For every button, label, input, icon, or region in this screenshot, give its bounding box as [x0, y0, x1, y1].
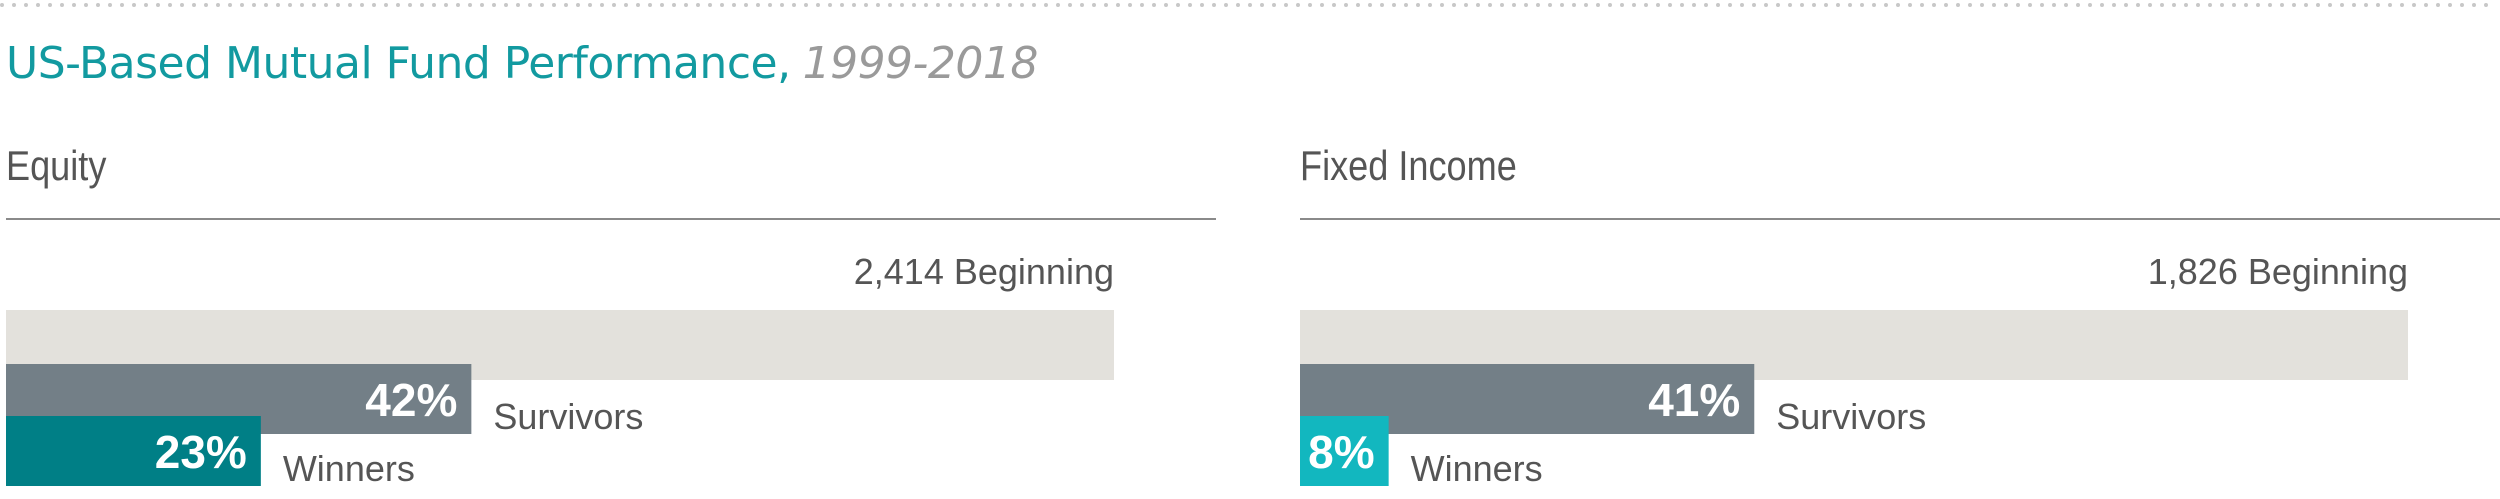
- survivors-value-label-fixed-income: 41%: [1648, 374, 1740, 426]
- title-main: US-Based Mutual Fund Performance,: [6, 38, 791, 89]
- winners-name-label-fixed-income: Winners: [1411, 448, 1543, 489]
- fixed-income-panel: Fixed Income 1,826 Beginning 41% Survivors…: [1300, 0, 2500, 499]
- survivors-name-label-fixed-income: Survivors: [1776, 396, 1926, 437]
- survivors-name-label-equity: Survivors: [493, 396, 643, 437]
- panel-title-fixed-income: Fixed Income: [1300, 142, 1517, 189]
- title-years: 1999-2018: [802, 38, 1039, 89]
- equity-chart: 2,414 Beginning 42% Survivors 23% Winners: [6, 251, 1114, 489]
- panel-rule: [1300, 218, 2500, 220]
- winners-bar-equity: [6, 416, 261, 486]
- winners-value-label-equity: 23%: [155, 426, 247, 478]
- beginning-label-fixed-income: 1,826 Beginning: [2148, 251, 2408, 292]
- survivors-value-label-equity: 42%: [365, 374, 457, 426]
- beginning-label-equity: 2,414 Beginning: [854, 251, 1114, 292]
- winners-value-label-fixed-income: 8%: [1308, 426, 1374, 478]
- winners-name-label-equity: Winners: [283, 448, 415, 489]
- page-title: US-Based Mutual Fund Performance, 1999-20…: [6, 32, 1038, 96]
- equity-panel: Equity 2,414 Beginning 42% Survivors 23% Win…: [6, 0, 1216, 499]
- panel-rule: [6, 218, 1216, 220]
- dotted-divider: [0, 3, 2500, 7]
- winners-bar-fixed-income: [1300, 416, 1389, 486]
- panel-title-equity: Equity: [6, 142, 107, 189]
- fixed-income-chart: 1,826 Beginning 41% Survivors 8% Winners: [1300, 251, 2408, 489]
